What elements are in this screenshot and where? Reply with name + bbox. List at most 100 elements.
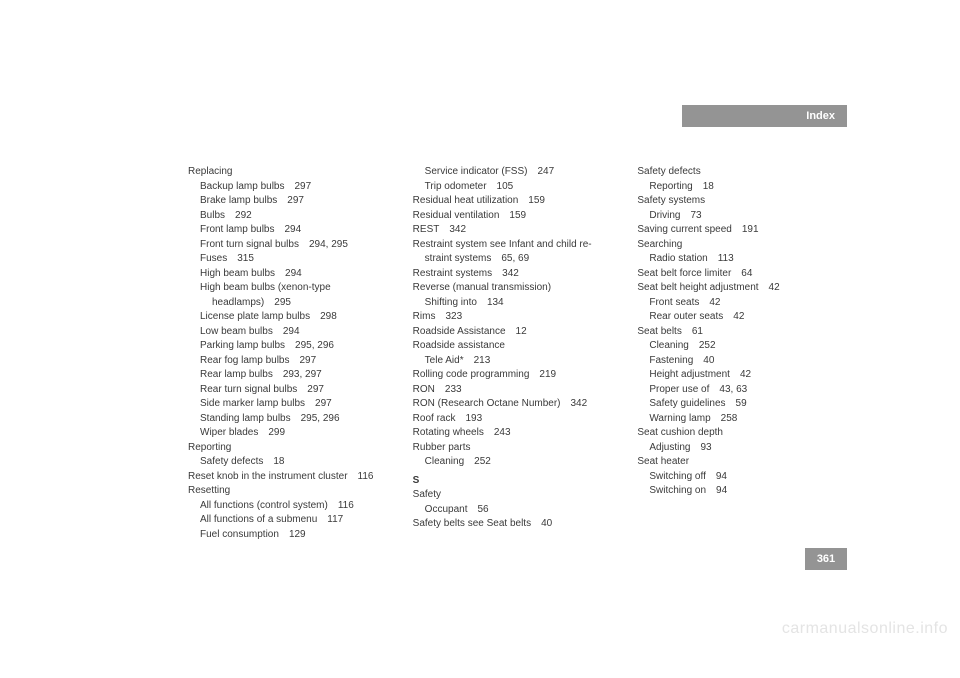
index-entry-page: 342 xyxy=(439,224,466,235)
index-entry: Seat belt force limiter64 xyxy=(637,267,842,282)
index-entry-label: Rear fog lamp bulbs xyxy=(200,355,290,366)
index-entry-label: Reporting xyxy=(188,442,231,453)
index-entry-label: Seat belt force limiter xyxy=(637,268,731,279)
index-entry-page: 219 xyxy=(529,369,556,380)
index-entry: Service indicator (FSS)247 xyxy=(413,165,618,180)
index-entry-page: 42 xyxy=(759,282,780,293)
index-entry-label: Seat heater xyxy=(637,456,689,467)
index-entry-page: 159 xyxy=(499,210,526,221)
header-title: Index xyxy=(806,110,835,122)
index-entry: Rear lamp bulbs293, 297 xyxy=(188,368,393,383)
index-entry-label: Occupant xyxy=(425,504,468,515)
index-entry: Safety systems xyxy=(637,194,842,209)
index-entry-label: Proper use of xyxy=(649,384,709,395)
index-entry-page: 93 xyxy=(690,442,711,453)
index-entry-label: Reporting xyxy=(649,181,692,192)
index-entry-page: 294, 295 xyxy=(299,239,348,250)
index-entry-page: 113 xyxy=(708,253,734,264)
index-entry-page: 297 xyxy=(277,195,304,206)
index-entry-label: Seat cushion depth xyxy=(637,427,723,438)
index-entry: Standing lamp bulbs295, 296 xyxy=(188,412,393,427)
index-entry-label: Restraint system see Infant and child re… xyxy=(413,239,592,250)
index-entry-page: 297 xyxy=(297,384,324,395)
index-entry-page: 191 xyxy=(732,224,759,235)
index-entry-label: Adjusting xyxy=(649,442,690,453)
index-entry-label: Roadside Assistance xyxy=(413,326,506,337)
index-entry-label: Safety defects xyxy=(637,166,700,177)
index-entry: Warning lamp258 xyxy=(637,412,842,427)
index-entry-page: 297 xyxy=(285,181,312,192)
index-entry-page: 252 xyxy=(689,340,716,351)
index-entry-label: Fuses xyxy=(200,253,227,264)
index-entry-label: Standing lamp bulbs xyxy=(200,413,291,424)
index-entry-page: 116 xyxy=(328,500,354,511)
index-entry: Switching off94 xyxy=(637,470,842,485)
index-entry-label: Roadside assistance xyxy=(413,340,505,351)
index-entry-label: Driving xyxy=(649,210,680,221)
index-entry: Reporting18 xyxy=(637,180,842,195)
index-entry: Replacing xyxy=(188,165,393,180)
index-entry-label: Restraint systems xyxy=(413,268,492,279)
index-entry: Reporting xyxy=(188,441,393,456)
index-entry-page: 342 xyxy=(492,268,519,279)
index-entry: Radio station113 xyxy=(637,252,842,267)
index-entry-page: 134 xyxy=(477,297,504,308)
index-entry: All functions of a submenu117 xyxy=(188,513,393,528)
index-entry: Side marker lamp bulbs297 xyxy=(188,397,393,412)
index-entry-page: 129 xyxy=(279,529,306,540)
index-entry-page: 252 xyxy=(464,456,491,467)
index-entry-label: Warning lamp xyxy=(649,413,710,424)
index-entry: Seat belt height adjustment42 xyxy=(637,281,842,296)
index-entry-label: Rubber parts xyxy=(413,442,471,453)
index-entry-label: Residual ventilation xyxy=(413,210,500,221)
index-entry-page: 297 xyxy=(305,398,332,409)
index-entry: Roadside assistance xyxy=(413,339,618,354)
index-entry-label: Service indicator (FSS) xyxy=(425,166,528,177)
index-entry-label: High beam bulbs xyxy=(200,268,275,279)
index-entry-label: Low beam bulbs xyxy=(200,326,273,337)
index-entry: Safety belts see Seat belts40 xyxy=(413,517,618,532)
index-entry: Wiper blades299 xyxy=(188,426,393,441)
index-entry: High beam bulbs (xenon-type xyxy=(188,281,393,296)
index-entry-page: 64 xyxy=(731,268,752,279)
index-entry-label: Seat belts xyxy=(637,326,681,337)
index-entry-label: Rear outer seats xyxy=(649,311,723,322)
index-entry-label: Tele Aid* xyxy=(425,355,464,366)
index-entry: Brake lamp bulbs297 xyxy=(188,194,393,209)
index-entry-label: headlamps) xyxy=(212,297,264,308)
index-entry-page: 299 xyxy=(258,427,285,438)
index-entry: straint systems65, 69 xyxy=(413,252,618,267)
index-entry: Fastening40 xyxy=(637,354,842,369)
index-entry-label: Rear lamp bulbs xyxy=(200,369,273,380)
watermark: carmanualsonline.info xyxy=(782,620,948,638)
index-entry-page: 295, 296 xyxy=(291,413,340,424)
index-entry-label: High beam bulbs (xenon-type xyxy=(200,282,331,293)
index-entry-label: Cleaning xyxy=(649,340,688,351)
index-entry-page: 42 xyxy=(723,311,744,322)
page-number-box: 361 xyxy=(805,548,847,570)
index-entry-label: Bulbs xyxy=(200,210,225,221)
index-entry-label: Radio station xyxy=(649,253,707,264)
index-entry-page: 12 xyxy=(506,326,527,337)
index-entry: Safety defects18 xyxy=(188,455,393,470)
index-entry-page: 193 xyxy=(455,413,482,424)
index-entry: REST342 xyxy=(413,223,618,238)
index-entry: Low beam bulbs294 xyxy=(188,325,393,340)
index-entry-label: REST xyxy=(413,224,440,235)
index-column-3: Safety defects Reporting18Safety systemsD… xyxy=(637,165,842,542)
index-entry: Reset knob in the instrument cluster116 xyxy=(188,470,393,485)
index-entry: Rolling code programming219 xyxy=(413,368,618,383)
index-entry: Resetting xyxy=(188,484,393,499)
index-entry-label: Switching off xyxy=(649,471,706,482)
index-entry-page: 105 xyxy=(487,181,514,192)
index-entry-label: Saving current speed xyxy=(637,224,732,235)
index-entry-page: 295 xyxy=(264,297,291,308)
index-entry: Fuses315 xyxy=(188,252,393,267)
index-entry-page: 43, 63 xyxy=(709,384,747,395)
index-entry-page: 243 xyxy=(484,427,511,438)
index-entry: Front lamp bulbs294 xyxy=(188,223,393,238)
index-entry: Reverse (manual transmission) xyxy=(413,281,618,296)
index-entry: Adjusting93 xyxy=(637,441,842,456)
header-bar: Index xyxy=(682,105,847,127)
index-entry-page: 159 xyxy=(518,195,545,206)
